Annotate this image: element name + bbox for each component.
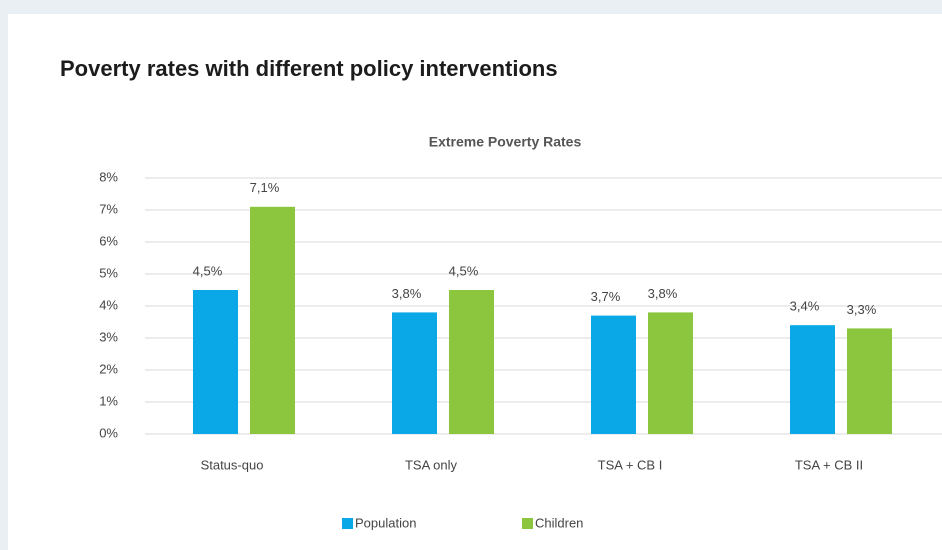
value-label: 3,4% bbox=[790, 299, 820, 314]
bar bbox=[648, 312, 693, 434]
legend-swatch bbox=[522, 518, 533, 529]
y-tick-label: 1% bbox=[99, 393, 118, 408]
bar bbox=[790, 325, 835, 434]
y-tick-label: 6% bbox=[99, 233, 118, 248]
bar bbox=[193, 290, 238, 434]
value-label: 3,8% bbox=[648, 286, 678, 301]
legend-label: Population bbox=[355, 515, 416, 530]
bar bbox=[449, 290, 494, 434]
bar bbox=[250, 206, 295, 434]
chart-title: Extreme Poverty Rates bbox=[429, 134, 582, 150]
bar bbox=[847, 328, 892, 434]
y-tick-label: 0% bbox=[99, 425, 118, 440]
y-tick-label: 8% bbox=[99, 169, 118, 184]
bar bbox=[392, 312, 437, 434]
x-tick-label: Status-quo bbox=[201, 457, 264, 472]
bar bbox=[591, 315, 636, 434]
y-tick-label: 7% bbox=[99, 201, 118, 216]
heading: Poverty rates with different policy inte… bbox=[60, 56, 558, 81]
legend-label: Children bbox=[535, 515, 583, 530]
x-tick-label: TSA + CB II bbox=[795, 457, 863, 472]
value-label: 3,7% bbox=[591, 289, 621, 304]
x-tick-label: TSA + CB I bbox=[598, 457, 663, 472]
card bbox=[8, 14, 942, 550]
y-tick-label: 2% bbox=[99, 361, 118, 376]
value-label: 4,5% bbox=[449, 263, 479, 278]
x-tick-label: TSA only bbox=[405, 457, 458, 472]
value-label: 7,1% bbox=[250, 180, 280, 195]
value-label: 3,8% bbox=[392, 286, 422, 301]
y-tick-label: 4% bbox=[99, 297, 118, 312]
y-tick-label: 5% bbox=[99, 265, 118, 280]
value-label: 4,5% bbox=[193, 263, 223, 278]
legend-swatch bbox=[342, 518, 353, 529]
value-label: 3,3% bbox=[847, 302, 877, 317]
y-tick-label: 3% bbox=[99, 329, 118, 344]
